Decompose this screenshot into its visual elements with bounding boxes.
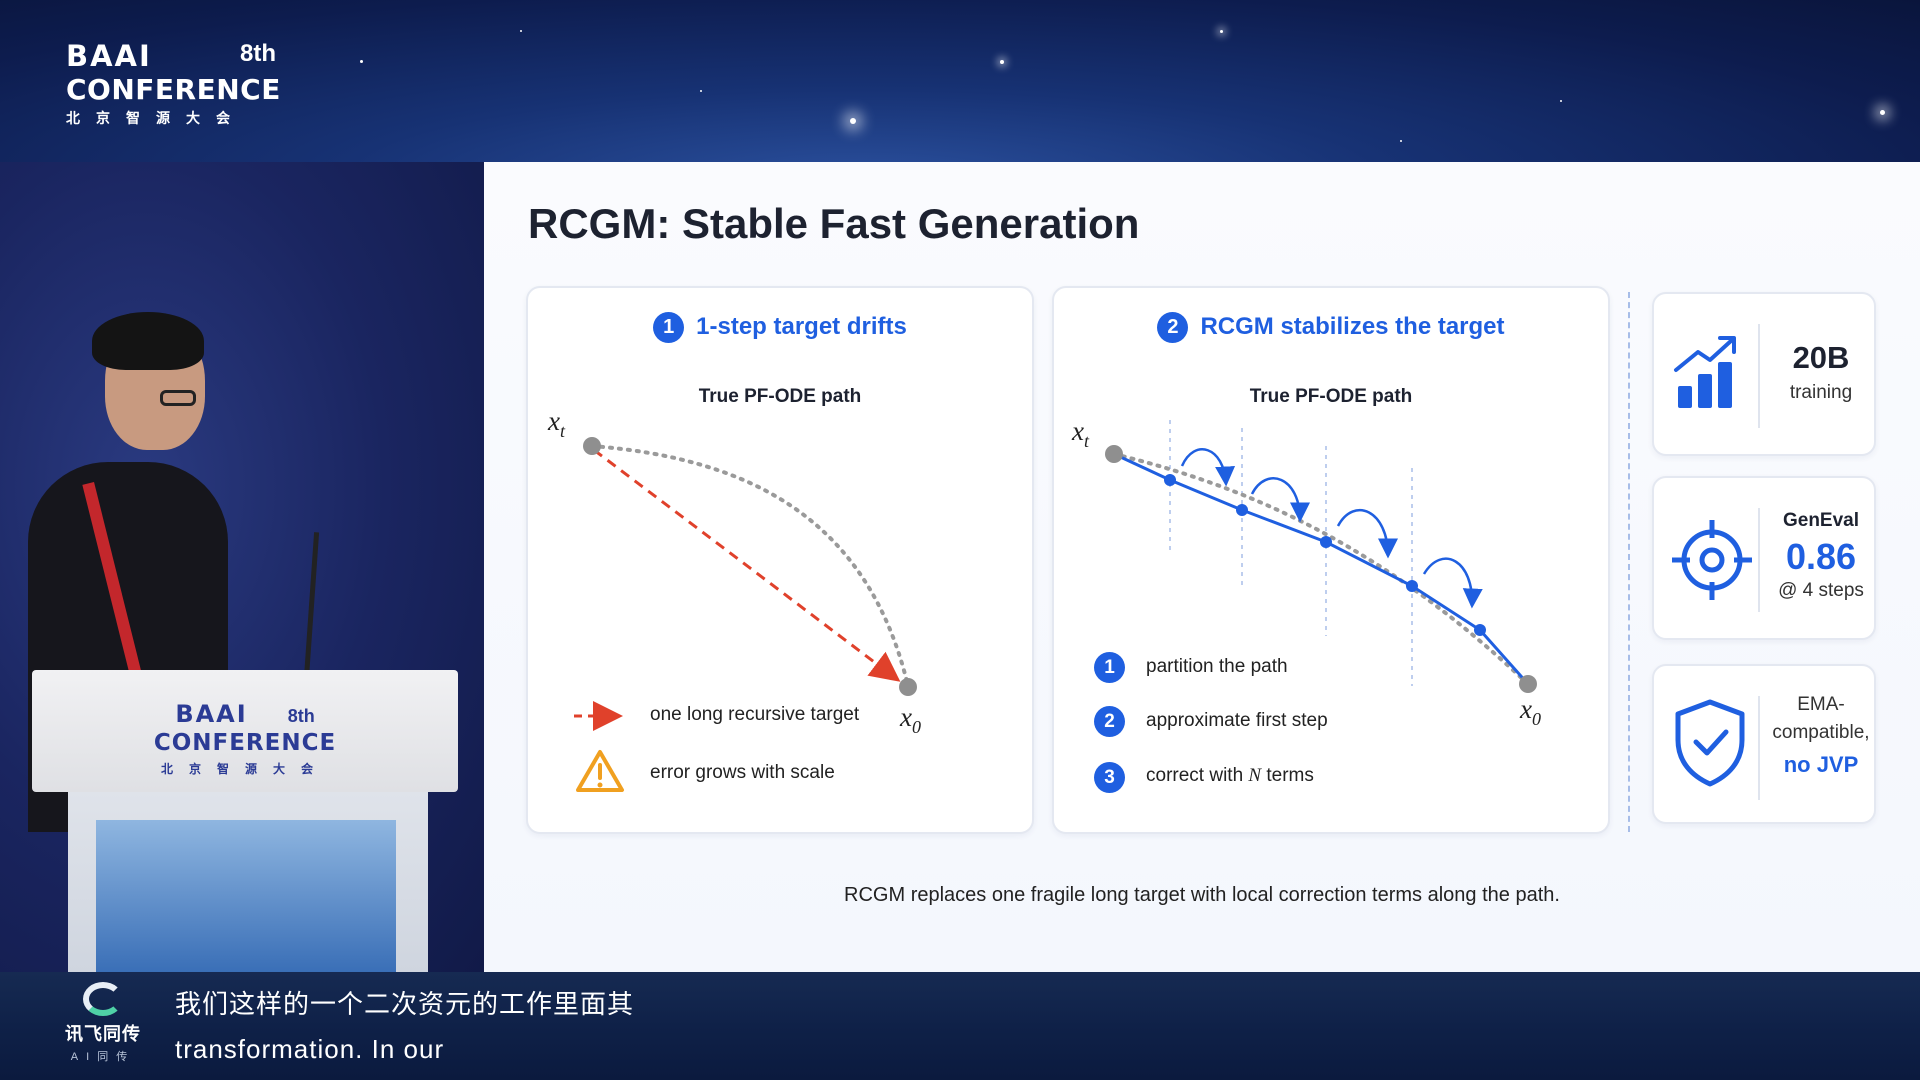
column-divider (1628, 292, 1630, 832)
logo-conference: CONFERENCE (66, 73, 281, 106)
partition-points (1164, 474, 1486, 636)
brand-logo-icon (83, 982, 123, 1016)
panel-left-subheading: True PF-ODE path (698, 386, 862, 407)
start-label: xt (547, 406, 566, 441)
true-ode-curve-right (1112, 452, 1530, 686)
start-label-right: xt (1071, 416, 1090, 451)
stat-geneval-note: @ 4 steps (1778, 580, 1864, 601)
podium: BAAI 8th CONFERENCE 北京智源大会 (32, 670, 458, 792)
step-badge-3: 3 (1094, 762, 1125, 793)
stat-geneval-label: GenEval (1782, 510, 1860, 531)
slide-caption: RCGM replaces one fragile long target wi… (844, 884, 1560, 906)
correction-arrows (1180, 448, 1483, 609)
start-point (583, 437, 601, 455)
stat-card-training: 20B training (1652, 292, 1876, 456)
target-crosshair-icon (1672, 520, 1752, 600)
shield-check-icon (1675, 699, 1745, 787)
panel-one-step-drift: 1 1-step target drifts True PF-ODE path x… (526, 286, 1034, 834)
panel-right-badge: 2 (1157, 312, 1189, 343)
stat-card-geneval: GenEval 0.86 @ 4 steps (1652, 476, 1876, 640)
end-point-right (1519, 675, 1537, 693)
subtitle-chinese: 我们这样的一个二次资元的工作里面其 (175, 990, 635, 1020)
panel-right-heading-text: RCGM stabilizes the target (1200, 313, 1505, 340)
partition-lines (1169, 420, 1413, 686)
end-label: x0 (899, 702, 921, 737)
panel-right-heading: 2 RCGM stabilizes the target (1054, 312, 1608, 343)
stat-geneval-text: GenEval 0.86 @ 4 steps (1764, 510, 1878, 602)
podium-edition: 8th (287, 706, 315, 726)
end-label-right: x0 (1519, 694, 1541, 729)
presentation-slide: RCGM: Stable Fast Generation 1 1-step tar… (484, 162, 1920, 972)
baai-conference-logo: BAAI 8th CONFERENCE 北京智源大会 (66, 39, 281, 128)
step-text-3: correct with N terms (1146, 765, 1314, 786)
podium-wordmark: BAAI (175, 700, 248, 728)
card-separator (1758, 508, 1760, 612)
panel-left-heading: 1 1-step target drifts (528, 312, 1032, 343)
stat-card-ema: EMA- compatible, no JVP (1652, 664, 1876, 824)
stat-training-label: training (1789, 382, 1853, 403)
stat-ema-line1: EMA- (1797, 694, 1845, 715)
card-separator (1758, 696, 1760, 800)
podium-conference: CONFERENCE (153, 730, 337, 756)
speaker-video: BAAI 8th CONFERENCE 北京智源大会 (0, 162, 484, 972)
panel-rcgm-stabilizes: 2 RCGM stabilizes the target True PF-ODE … (1052, 286, 1610, 834)
subtitle-english: transformation. In our (175, 1034, 445, 1064)
logo-edition: 8th (240, 40, 276, 67)
true-ode-curve (590, 444, 910, 688)
left-path-diagram: xt x0 (547, 406, 921, 792)
step-badge-1: 1 (1094, 652, 1125, 683)
speaker-glasses (160, 390, 196, 406)
brand-tag: AI同传 (70, 1051, 136, 1063)
stat-ema-text: EMA- compatible, no JVP (1764, 694, 1878, 778)
panel-right-subheading: True PF-ODE path (1249, 386, 1413, 407)
start-point-right (1105, 445, 1123, 463)
one-step-target-arrow (593, 448, 901, 682)
panel-left-badge: 1 (653, 312, 685, 343)
stat-ema-line2: compatible, (1772, 722, 1870, 743)
legend-warning-text: error grows with scale (650, 762, 835, 783)
step-text-1: partition the path (1146, 656, 1288, 677)
stat-ema-highlight: no JVP (1783, 752, 1859, 777)
warning-icon (576, 750, 624, 792)
stat-training-value: 20B (1792, 340, 1850, 375)
speaker-hair (92, 312, 204, 370)
stat-training-text: 20B training (1764, 340, 1878, 404)
step-text-2: approximate first step (1146, 710, 1328, 731)
logo-wordmark: BAAI (66, 39, 152, 73)
translation-brand: 讯飞同传 AI同传 (58, 982, 148, 1064)
end-point (899, 678, 917, 696)
step-badge-2: 2 (1094, 706, 1125, 737)
live-subtitle-bar: 讯飞同传 AI同传 我们这样的一个二次资元的工作里面其 transformati… (0, 972, 1920, 1080)
bar-chart-growth-icon (1674, 336, 1736, 408)
conference-banner: BAAI 8th CONFERENCE 北京智源大会 (0, 0, 1920, 162)
legend-dashed-text: one long recursive target (650, 704, 860, 725)
stat-geneval-value: 0.86 (1785, 536, 1857, 577)
panel-left-heading-text: 1-step target drifts (696, 313, 907, 340)
card-separator (1758, 324, 1760, 428)
logo-chinese: 北京智源大会 (66, 109, 246, 126)
right-path-diagram: xt x0 (1071, 416, 1541, 729)
slide-title: RCGM: Stable Fast Generation (528, 200, 1140, 247)
brand-name: 讯飞同传 (65, 1024, 141, 1044)
rcgm-segments (1113, 452, 1530, 685)
podium-chinese: 北京智源大会 (160, 762, 329, 776)
podium-screen (96, 820, 396, 972)
